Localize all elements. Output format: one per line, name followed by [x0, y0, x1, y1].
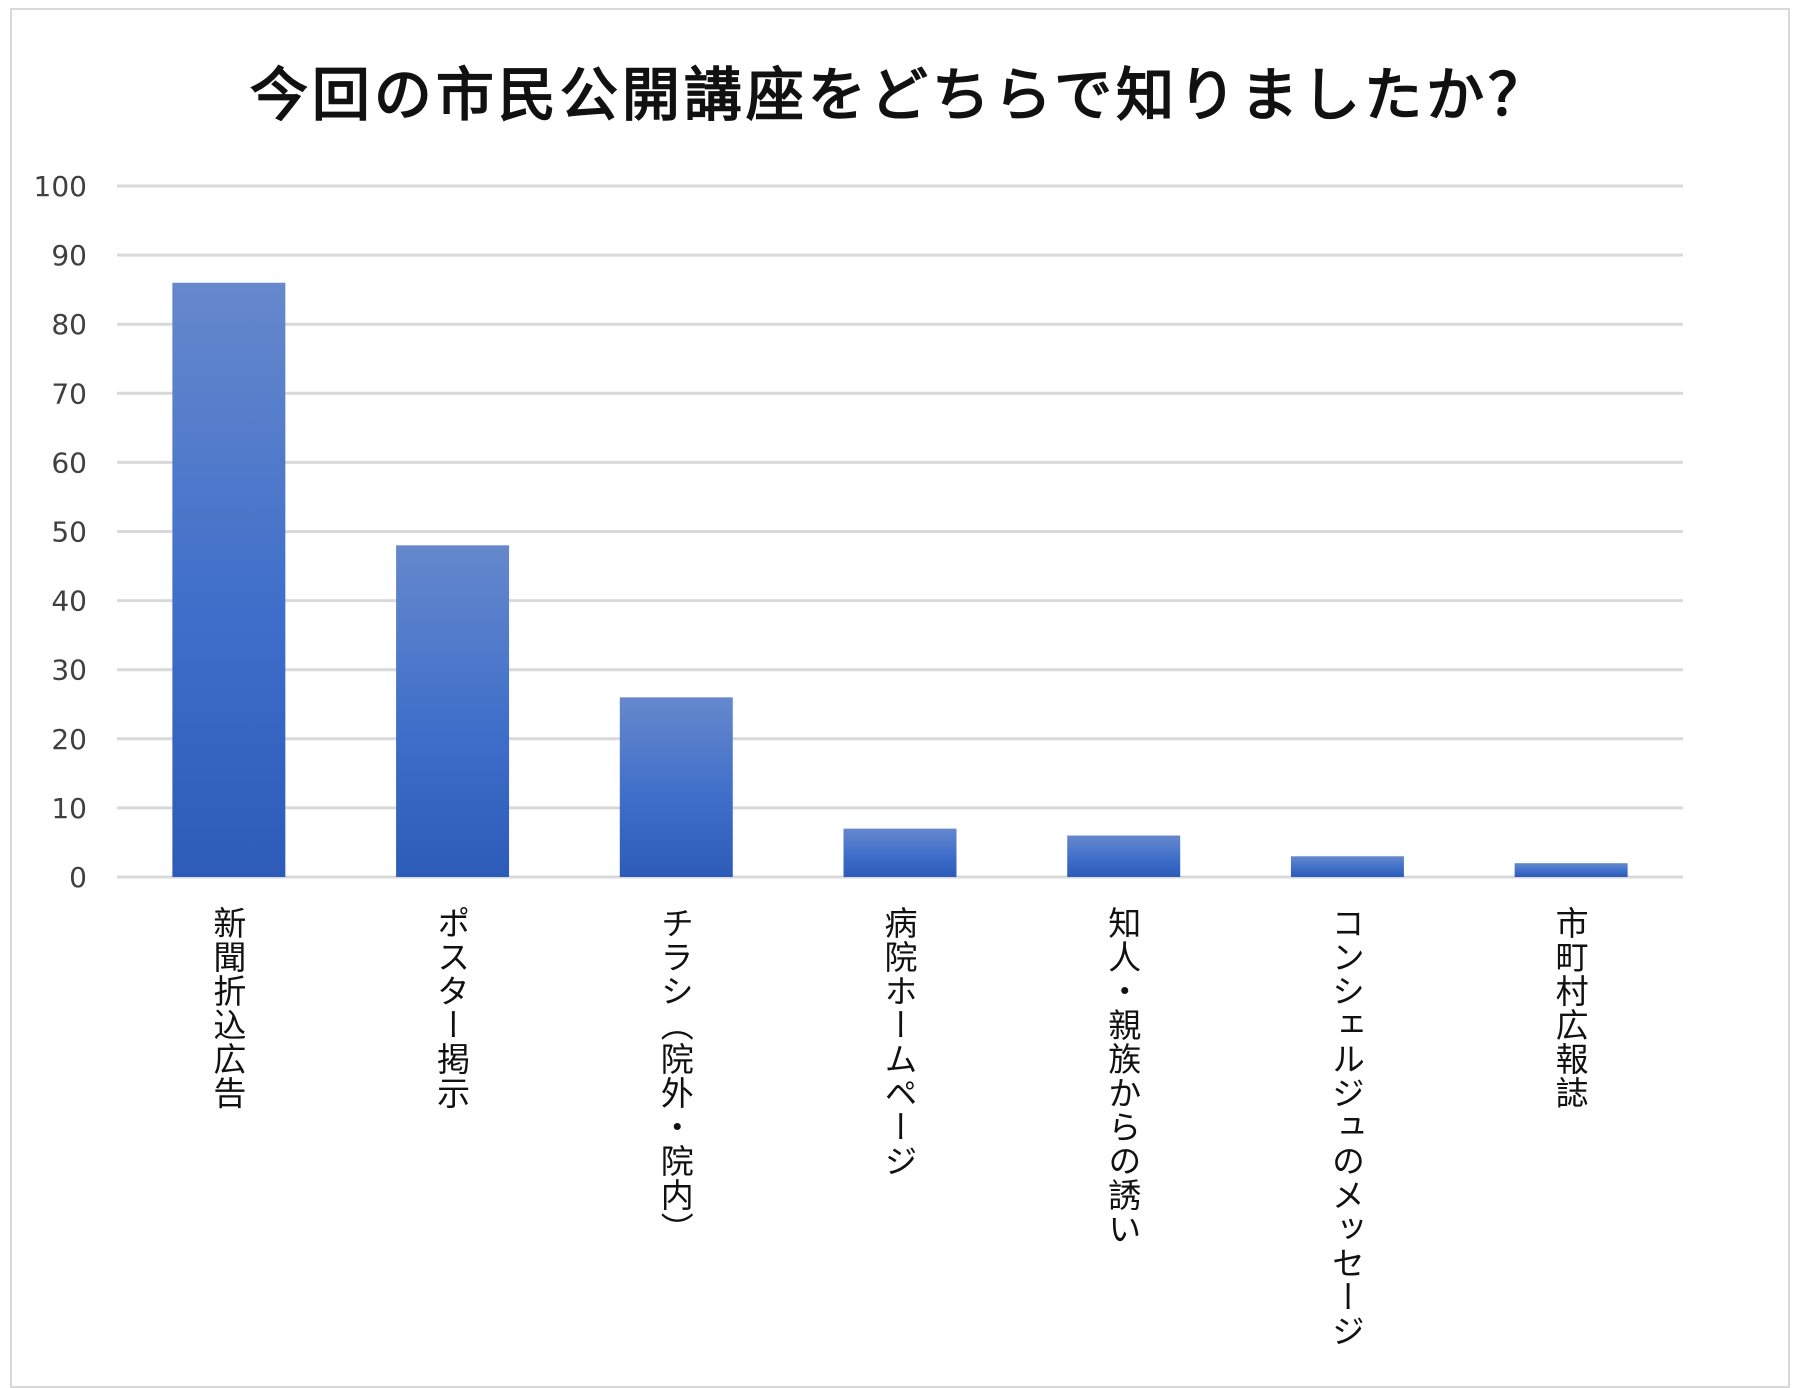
bar [396, 545, 510, 877]
x-tick-label: 市町村広報誌 [1550, 906, 1590, 1110]
bars [172, 282, 1628, 877]
y-tick-label: 90 [51, 239, 87, 272]
y-tick-label: 30 [51, 654, 87, 687]
chart-frame [10, 8, 1790, 1388]
x-tick-label: コンシェルジュのメッセージ [1326, 906, 1366, 1348]
y-tick-label: 100 [34, 170, 87, 203]
y-axis-ticks: 0 10 20 30 40 50 60 70 80 90 100 [34, 170, 87, 894]
x-tick-label: 知人・親族からの誘い [1102, 906, 1142, 1246]
y-tick-label: 70 [51, 377, 87, 410]
x-tick-label: 新聞折込広告 [207, 906, 247, 1110]
bar [1514, 863, 1628, 877]
bar [619, 697, 733, 877]
chart-title: 今回の市民公開講座をどちらで知りましたか？ [249, 61, 1551, 129]
bar [1067, 835, 1181, 877]
x-tick-label: 病院ホームページ [879, 906, 918, 1178]
y-tick-label: 20 [51, 723, 87, 756]
y-tick-label: 60 [51, 446, 87, 479]
y-tick-label: 80 [51, 308, 87, 341]
x-tick-label: ポスター掲示 [431, 906, 471, 1110]
x-tick-label: チラシ（院外・院内） [655, 906, 695, 1246]
bar [172, 282, 286, 877]
bar [843, 828, 957, 877]
y-tick-label: 50 [51, 516, 87, 549]
y-tick-label: 40 [51, 585, 87, 618]
y-tick-label: 0 [69, 861, 87, 894]
gridlines [117, 184, 1683, 879]
y-tick-label: 10 [51, 792, 87, 825]
bar [1290, 856, 1404, 877]
